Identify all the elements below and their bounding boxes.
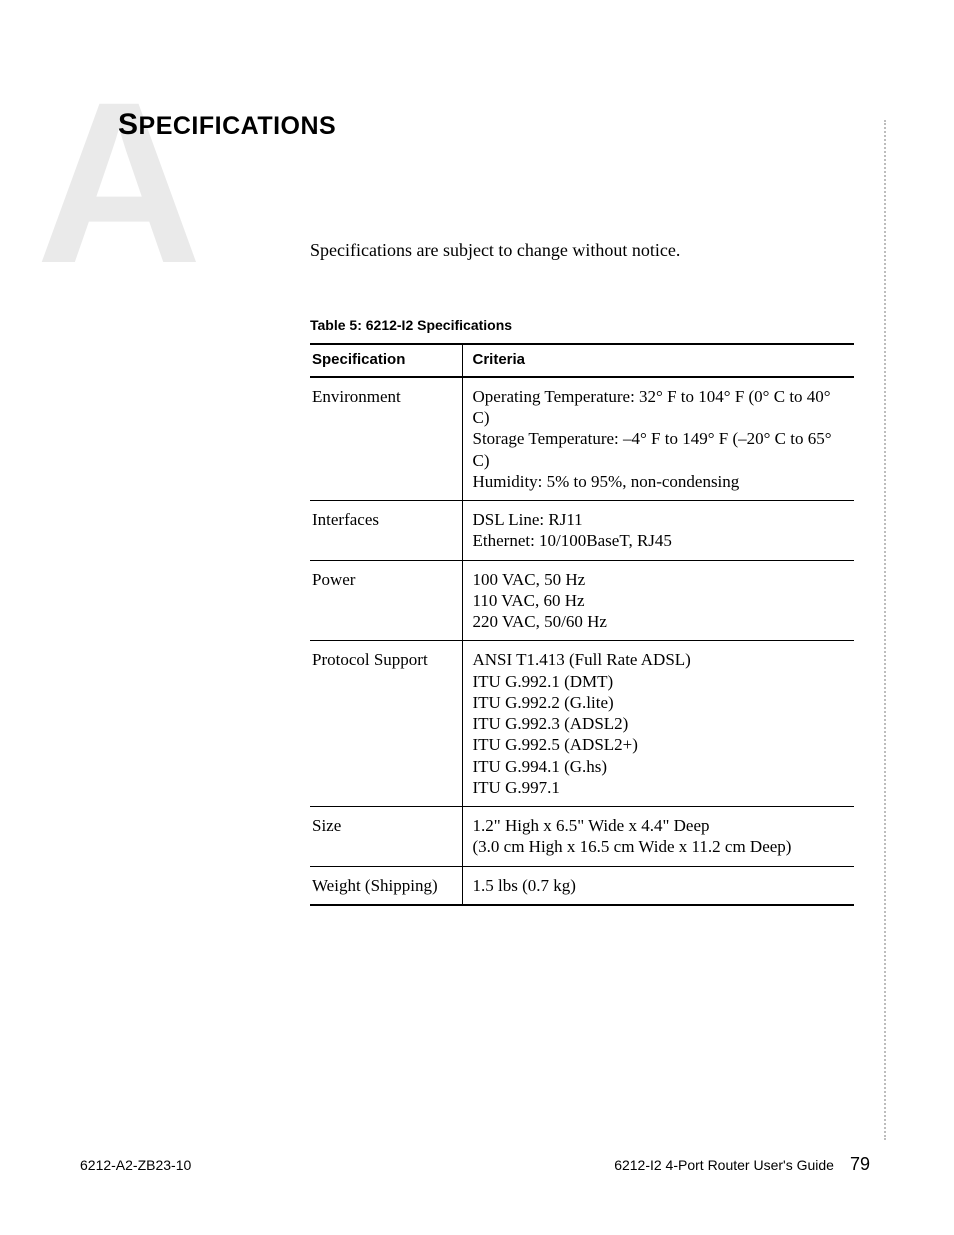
criteria-line: 1.5 lbs (0.7 kg) xyxy=(473,875,847,896)
criteria-line: ITU G.997.1 xyxy=(473,777,847,798)
col-header-spec: Specification xyxy=(310,344,462,377)
criteria-cell: 100 VAC, 50 Hz110 VAC, 60 Hz220 VAC, 50/… xyxy=(462,560,854,641)
spec-cell: Interfaces xyxy=(310,501,462,561)
table-row: InterfacesDSL Line: RJ11Ethernet: 10/100… xyxy=(310,501,854,561)
spec-cell: Environment xyxy=(310,377,462,501)
criteria-line: (3.0 cm High x 16.5 cm Wide x 11.2 cm De… xyxy=(473,836,847,857)
criteria-line: 220 VAC, 50/60 Hz xyxy=(473,611,847,632)
table-row: Protocol SupportANSI T1.413 (Full Rate A… xyxy=(310,641,854,807)
page-footer: 6212-A2-ZB23-10 6212-I2 4-Port Router Us… xyxy=(80,1154,870,1175)
criteria-cell: Operating Temperature: 32° F to 104° F (… xyxy=(462,377,854,501)
footer-page-number: 79 xyxy=(850,1154,870,1175)
table-row: Size1.2" High x 6.5" Wide x 4.4" Deep(3.… xyxy=(310,807,854,867)
table-header-row: Specification Criteria xyxy=(310,344,854,377)
col-header-criteria: Criteria xyxy=(462,344,854,377)
page-title-rest: PECIFICATIONS xyxy=(139,112,337,140)
criteria-line: Ethernet: 10/100BaseT, RJ45 xyxy=(473,530,847,551)
table-row: Weight (Shipping) 1.5 lbs (0.7 kg) xyxy=(310,866,854,905)
criteria-cell: 1.2" High x 6.5" Wide x 4.4" Deep(3.0 cm… xyxy=(462,807,854,867)
criteria-line: Storage Temperature: –4° F to 149° F (–2… xyxy=(473,428,847,471)
criteria-cell: ANSI T1.413 (Full Rate ADSL)ITU G.992.1 … xyxy=(462,641,854,807)
criteria-cell: 1.5 lbs (0.7 kg) xyxy=(462,866,854,905)
criteria-line: ANSI T1.413 (Full Rate ADSL) xyxy=(473,649,847,670)
table-row: Power100 VAC, 50 Hz110 VAC, 60 Hz220 VAC… xyxy=(310,560,854,641)
intro-text: Specifications are subject to change wit… xyxy=(310,240,874,261)
criteria-line: ITU G.992.2 (G.lite) xyxy=(473,692,847,713)
criteria-cell: DSL Line: RJ11Ethernet: 10/100BaseT, RJ4… xyxy=(462,501,854,561)
side-dotted-border xyxy=(884,120,886,1140)
criteria-line: 110 VAC, 60 Hz xyxy=(473,590,847,611)
spec-table: Specification Criteria Environment Operat… xyxy=(310,343,854,906)
spec-table-block: Table 5: 6212-I2 Specifications Specific… xyxy=(310,317,854,906)
footer-doc-code: 6212-A2-ZB23-10 xyxy=(80,1157,191,1173)
spec-cell: Weight (Shipping) xyxy=(310,866,462,905)
page-title-first-char: S xyxy=(118,108,139,141)
page: A SPECIFICATIONS Specifications are subj… xyxy=(0,0,954,1235)
appendix-letter-background: A xyxy=(36,68,196,298)
criteria-line: DSL Line: RJ11 xyxy=(473,509,847,530)
criteria-line: Operating Temperature: 32° F to 104° F (… xyxy=(473,386,847,429)
footer-doc-title: 6212-I2 4-Port Router User's Guide xyxy=(614,1157,834,1173)
criteria-line: ITU G.992.5 (ADSL2+) xyxy=(473,734,847,755)
criteria-line: ITU G.994.1 (G.hs) xyxy=(473,756,847,777)
criteria-line: ITU G.992.3 (ADSL2) xyxy=(473,713,847,734)
spec-cell: Power xyxy=(310,560,462,641)
criteria-line: 1.2" High x 6.5" Wide x 4.4" Deep xyxy=(473,815,847,836)
spec-cell: Protocol Support xyxy=(310,641,462,807)
criteria-line: Humidity: 5% to 95%, non-condensing xyxy=(473,471,847,492)
table-caption: Table 5: 6212-I2 Specifications xyxy=(310,317,854,343)
page-title: SPECIFICATIONS xyxy=(118,108,912,142)
spec-cell: Size xyxy=(310,807,462,867)
table-row: Environment Operating Temperature: 32° F … xyxy=(310,377,854,501)
criteria-line: 100 VAC, 50 Hz xyxy=(473,569,847,590)
criteria-line: ITU G.992.1 (DMT) xyxy=(473,671,847,692)
